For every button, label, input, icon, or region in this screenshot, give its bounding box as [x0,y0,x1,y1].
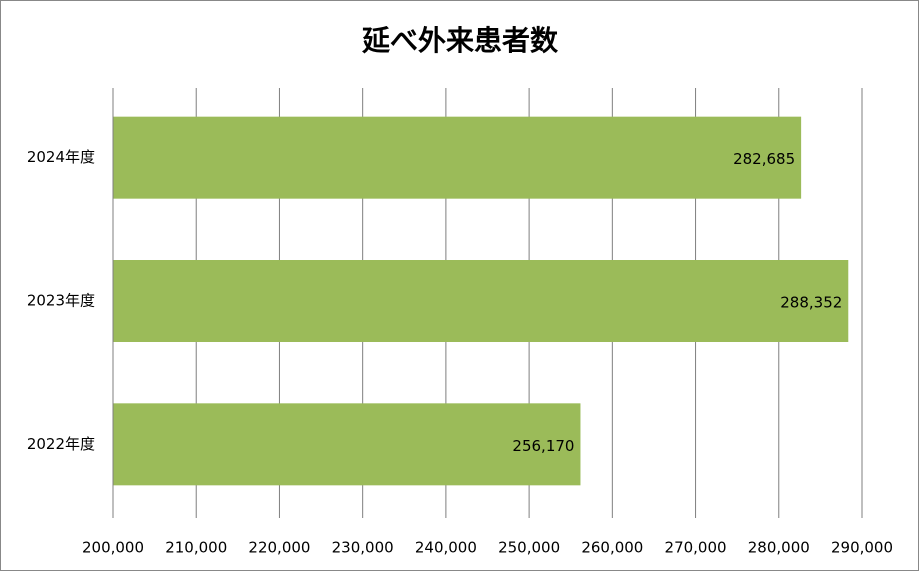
x-tick-label: 210,000 [165,539,227,557]
bar [113,403,581,486]
x-tick-label: 270,000 [665,539,727,557]
x-tick-label: 250,000 [498,539,560,557]
y-tick-label: 2023年度 [27,292,95,310]
value-label: 288,352 [780,294,842,312]
value-label: 282,685 [733,150,795,168]
x-tick-label: 220,000 [248,539,310,557]
x-tick-label: 260,000 [581,539,643,557]
y-tick-label: 2024年度 [27,148,95,166]
x-tick-label: 200,000 [82,539,144,557]
x-tick-label: 280,000 [748,539,810,557]
value-label: 256,170 [512,437,574,455]
x-tick-label: 230,000 [332,539,394,557]
y-tick-label: 2022年度 [27,435,95,453]
bar [113,260,849,342]
x-tick-label: 290,000 [831,539,893,557]
x-tick-label: 240,000 [415,539,477,557]
bar [113,116,802,199]
chart-title: 延べ外来患者数 [361,24,559,57]
